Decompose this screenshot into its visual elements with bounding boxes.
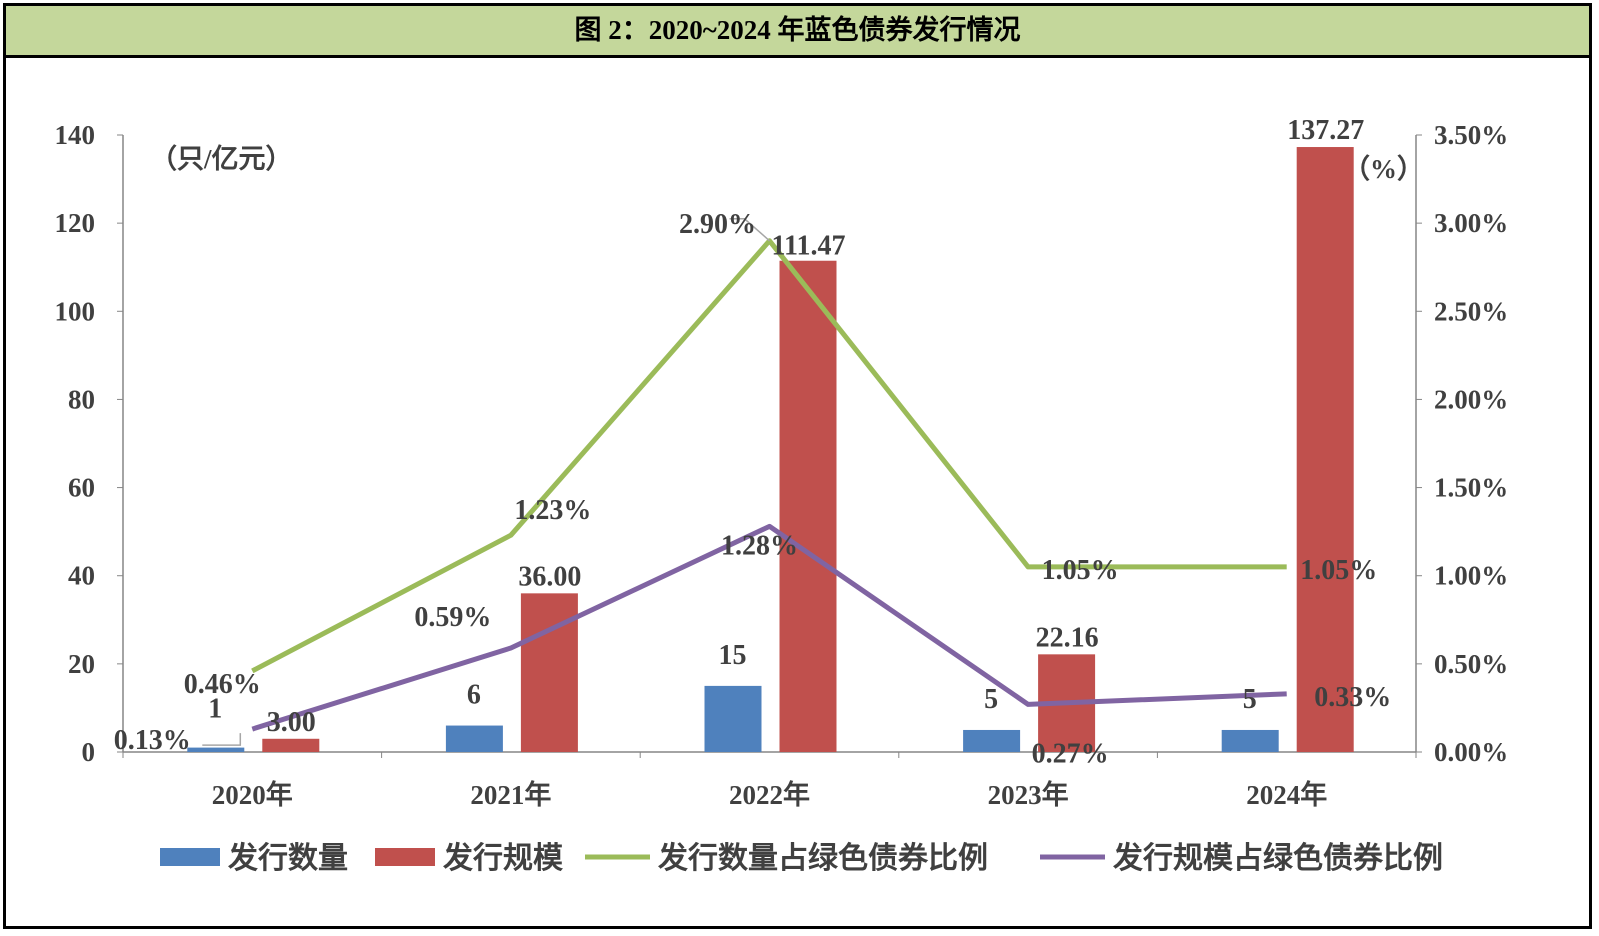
scale-label: 22.16: [1036, 622, 1099, 653]
left-tick-label: 120: [55, 208, 96, 238]
x-tick-label: 2020年: [212, 779, 293, 810]
right-tick-label: 2.50%: [1434, 296, 1508, 326]
legend-label: 发行数量: [227, 842, 348, 875]
right-tick-label: 1.50%: [1434, 473, 1508, 503]
count-bar: [187, 747, 245, 752]
right-axis-unit: （%）: [1343, 154, 1424, 184]
left-axis-unit: （只/亿元）: [150, 144, 293, 174]
scale-bar: [520, 593, 578, 752]
x-tick-label: 2022年: [729, 779, 810, 810]
scale-ratio-label: 0.27%: [1032, 738, 1109, 769]
right-tick-label: 0.50%: [1434, 649, 1508, 679]
count-label: 6: [467, 680, 481, 711]
left-tick-label: 0: [82, 737, 96, 767]
legend-label: 发行规模占绿色债券比例: [1112, 842, 1443, 875]
scale-label: 3.00: [267, 707, 316, 738]
count-label: 15: [719, 640, 747, 671]
count-ratio-label: 0.46%: [184, 669, 261, 700]
x-tick-label: 2023年: [988, 779, 1069, 810]
left-tick-label: 60: [68, 473, 95, 503]
left-tick-label: 140: [55, 120, 96, 150]
right-tick-label: 3.50%: [1434, 120, 1508, 150]
count-bar: [704, 685, 762, 752]
scale-label: 36.00: [518, 561, 581, 592]
count-bar: [445, 725, 503, 752]
legend-label: 发行规模: [442, 842, 563, 875]
x-tick-label: 2021年: [470, 779, 551, 810]
scale-ratio-label: 0.59%: [414, 602, 491, 633]
right-tick-label: 1.00%: [1434, 561, 1508, 591]
legend-swatch: [160, 848, 220, 866]
count-ratio-label: 1.05%: [1300, 555, 1377, 586]
scale-ratio-line: [251, 523, 1287, 732]
count-bar: [963, 729, 1021, 752]
left-tick-label: 80: [68, 384, 95, 414]
chart-title: 图 2：2020~2024 年蓝色债券发行情况: [3, 3, 1592, 58]
count-label: 5: [1243, 684, 1257, 715]
count-bar: [1221, 729, 1279, 752]
x-tick-label: 2024年: [1246, 779, 1327, 810]
left-tick-label: 100: [55, 296, 96, 326]
count-label: 1: [208, 694, 222, 725]
count-ratio-line: [251, 238, 1287, 674]
left-tick-label: 20: [68, 649, 95, 679]
count-ratio-label: 2.90%: [679, 209, 756, 240]
scale-bar: [262, 738, 320, 752]
right-tick-label: 2.00%: [1434, 384, 1508, 414]
scale-ratio-label: 0.13%: [114, 725, 191, 756]
scale-bar: [779, 260, 837, 752]
scale-label: 137.27: [1287, 115, 1364, 146]
scale-ratio-label: 0.33%: [1314, 682, 1391, 713]
right-tick-label: 0.00%: [1434, 737, 1508, 767]
legend-label: 发行数量占绿色债券比例: [657, 842, 988, 875]
right-tick-label: 3.00%: [1434, 208, 1508, 238]
left-tick-label: 40: [68, 561, 95, 591]
scale-label: 111.47: [772, 231, 846, 262]
legend-swatch: [375, 848, 435, 866]
count-ratio-label: 1.05%: [1042, 555, 1119, 586]
scale-bar: [1296, 147, 1354, 752]
scale-ratio-label: 1.28%: [721, 530, 798, 561]
leader-line: [729, 218, 770, 242]
leader-line: [202, 733, 242, 746]
count-label: 5: [984, 684, 998, 715]
count-ratio-label: 1.23%: [514, 495, 591, 526]
